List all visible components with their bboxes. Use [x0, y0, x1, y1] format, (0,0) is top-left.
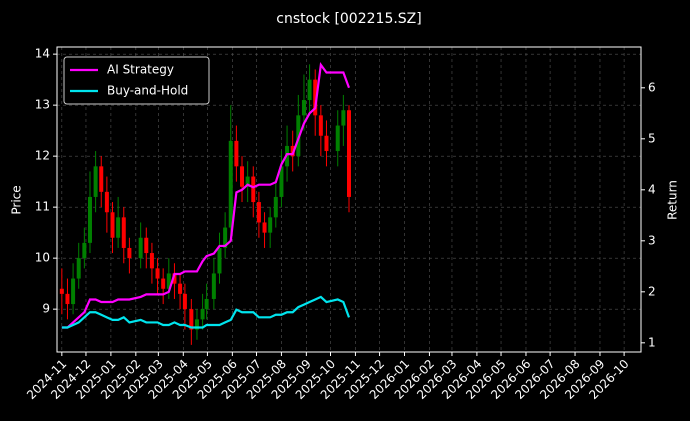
candle-body [155, 268, 160, 279]
plot-frame [56, 46, 642, 353]
candle-body [172, 273, 177, 284]
candle-body [262, 222, 267, 233]
y-tick-label: 9 [42, 302, 50, 316]
candle-body [273, 196, 278, 218]
return-line [61, 295, 351, 329]
candle-body [279, 166, 284, 197]
legend-box [63, 56, 210, 105]
candle-body [211, 273, 216, 299]
candle-body [234, 140, 239, 167]
candle-body [204, 298, 209, 310]
candle-body [121, 217, 126, 248]
candle-body [76, 258, 81, 279]
candle-body [223, 227, 228, 248]
y2-tick-label: 3 [648, 233, 656, 247]
candle-body [228, 140, 233, 228]
y2-tick-label: 1 [648, 335, 656, 349]
y-tick-label: 10 [35, 251, 50, 265]
y-tick-label: 14 [35, 47, 50, 61]
candle-body [307, 79, 312, 101]
chart-title: cnstock [002215.SZ] [276, 11, 421, 27]
candle-body [301, 100, 306, 116]
candle-body [251, 176, 256, 203]
candle-body [93, 166, 98, 197]
candle-body [82, 242, 87, 259]
candle-body [240, 166, 245, 187]
candle-body [87, 196, 92, 243]
y2-tick-label: 4 [648, 182, 656, 196]
candle-body [245, 176, 250, 187]
candle-body [65, 293, 70, 305]
candle-body [166, 273, 171, 289]
candle-body [138, 237, 143, 259]
candle-body [268, 217, 273, 233]
legend-label: Buy-and-Hold [107, 84, 188, 98]
candle-body [110, 212, 115, 238]
candle-body [161, 278, 166, 289]
candle-body [178, 283, 183, 294]
candle-body [313, 79, 318, 116]
y-tick-label: 11 [35, 200, 50, 214]
candle-body [341, 110, 346, 126]
candle-body [200, 309, 205, 320]
y2-axis-label: Return [666, 180, 680, 220]
candle-body [324, 135, 329, 152]
candle-body [59, 288, 64, 294]
candle-body [144, 237, 149, 254]
candle-body [256, 202, 261, 223]
y2-tick-label: 5 [648, 131, 656, 145]
candle-body [99, 166, 104, 192]
y-tick-label: 13 [35, 98, 50, 112]
y-axis-label: Price [10, 185, 24, 214]
return-line [61, 61, 351, 329]
candle-body [318, 115, 323, 136]
candle-body [116, 217, 121, 238]
candle-body [127, 247, 132, 259]
candle-body [182, 293, 187, 310]
legend-label: AI Strategy [107, 63, 174, 77]
candle-body [335, 125, 340, 152]
candle-body [217, 247, 222, 274]
candle-body [189, 309, 194, 330]
y2-tick-label: 6 [648, 80, 656, 94]
y-tick-label: 12 [35, 149, 50, 163]
candle-body [71, 278, 76, 305]
y2-tick-label: 2 [648, 284, 656, 298]
candle-body [149, 253, 154, 269]
candle-body [104, 191, 109, 213]
candle-body [347, 110, 351, 197]
candle-body [194, 319, 199, 330]
